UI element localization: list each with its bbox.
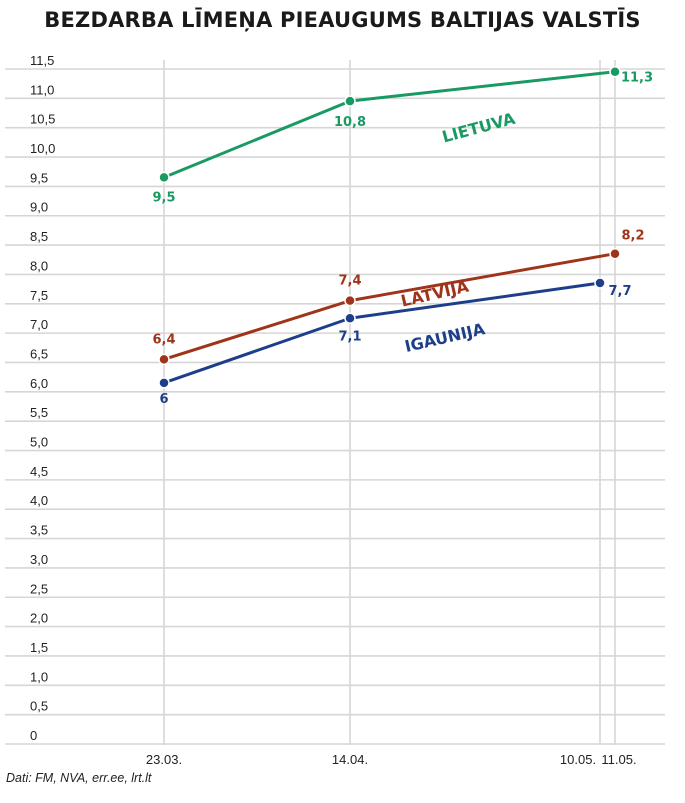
data-label: 6 xyxy=(159,392,168,407)
data-label: 11,3 xyxy=(621,71,653,86)
y-tick-label: 6,0 xyxy=(30,376,48,391)
chart-title: BEZDARBA LĪMEŅA PIEAUGUMS BALTIJAS VALST… xyxy=(44,8,641,32)
data-point xyxy=(344,95,356,107)
data-point xyxy=(594,277,606,289)
data-point xyxy=(158,377,170,389)
y-tick-label: 1,5 xyxy=(30,640,48,655)
y-tick-label: 3,5 xyxy=(30,523,48,538)
y-tick-label: 8,5 xyxy=(30,229,48,244)
x-tick-label: 14.04. xyxy=(332,752,368,767)
y-tick-label: 5,5 xyxy=(30,405,48,420)
y-tick-label: 2,0 xyxy=(30,611,48,626)
y-tick-label: 0,5 xyxy=(30,699,48,714)
x-tick-label: 11.05. xyxy=(601,752,636,767)
series-label-lietuva: LIETUVA xyxy=(440,109,518,147)
source-note: Dati: FM, NVA, err.ee, lrt.lt xyxy=(6,771,152,785)
data-labels: 9,510,811,3LIETUVA6,47,48,2LATVIJA67,17,… xyxy=(152,71,653,407)
data-label: 6,4 xyxy=(152,332,175,347)
y-tick-label: 3,0 xyxy=(30,552,48,567)
y-tick-label: 5,0 xyxy=(30,435,48,450)
data-label: 10,8 xyxy=(334,115,366,130)
y-tick-label: 4,0 xyxy=(30,493,48,508)
y-tick-label: 2,5 xyxy=(30,581,48,596)
y-tick-label: 7,5 xyxy=(30,288,48,303)
data-point xyxy=(158,171,170,184)
series-lines xyxy=(158,65,621,389)
y-tick-label: 0 xyxy=(30,728,37,743)
data-point xyxy=(609,65,621,78)
series-line-latvija xyxy=(163,252,616,361)
data-label: 7,7 xyxy=(608,284,631,299)
y-tick-label: 11,5 xyxy=(30,53,54,68)
axis-ticks: 0 0,5 1,0 1,5 2,0 2,5 3,0 3,5 4,0 4,5 5,0 5,5 6,0 6,5… xyxy=(30,53,637,767)
grid-lines xyxy=(5,60,665,745)
y-tick-label: 4,5 xyxy=(30,464,48,479)
data-label: 7,1 xyxy=(338,329,361,344)
x-tick-label: 10.05. xyxy=(560,752,596,767)
y-tick-label: 7,0 xyxy=(30,317,48,332)
data-label: 9,5 xyxy=(152,190,175,205)
data-point xyxy=(609,247,621,260)
series-line-lietuva xyxy=(163,70,616,179)
data-label: 8,2 xyxy=(621,229,644,244)
y-tick-label: 1,0 xyxy=(30,669,48,684)
y-tick-label: 11,0 xyxy=(30,82,54,97)
data-point xyxy=(158,353,170,366)
y-tick-label: 9,5 xyxy=(30,170,48,185)
data-point xyxy=(344,312,356,325)
y-tick-label: 10,0 xyxy=(30,141,55,156)
data-point xyxy=(344,294,356,307)
series-label-igaunija: IGAUNIJA xyxy=(403,319,487,356)
y-tick-label: 9,0 xyxy=(30,200,48,215)
y-tick-label: 6,5 xyxy=(30,346,48,361)
y-tick-label: 10,5 xyxy=(30,112,55,127)
y-tick-label: 8,0 xyxy=(30,258,48,273)
data-label: 7,4 xyxy=(338,274,361,289)
x-tick-label: 23.03. xyxy=(146,752,182,767)
